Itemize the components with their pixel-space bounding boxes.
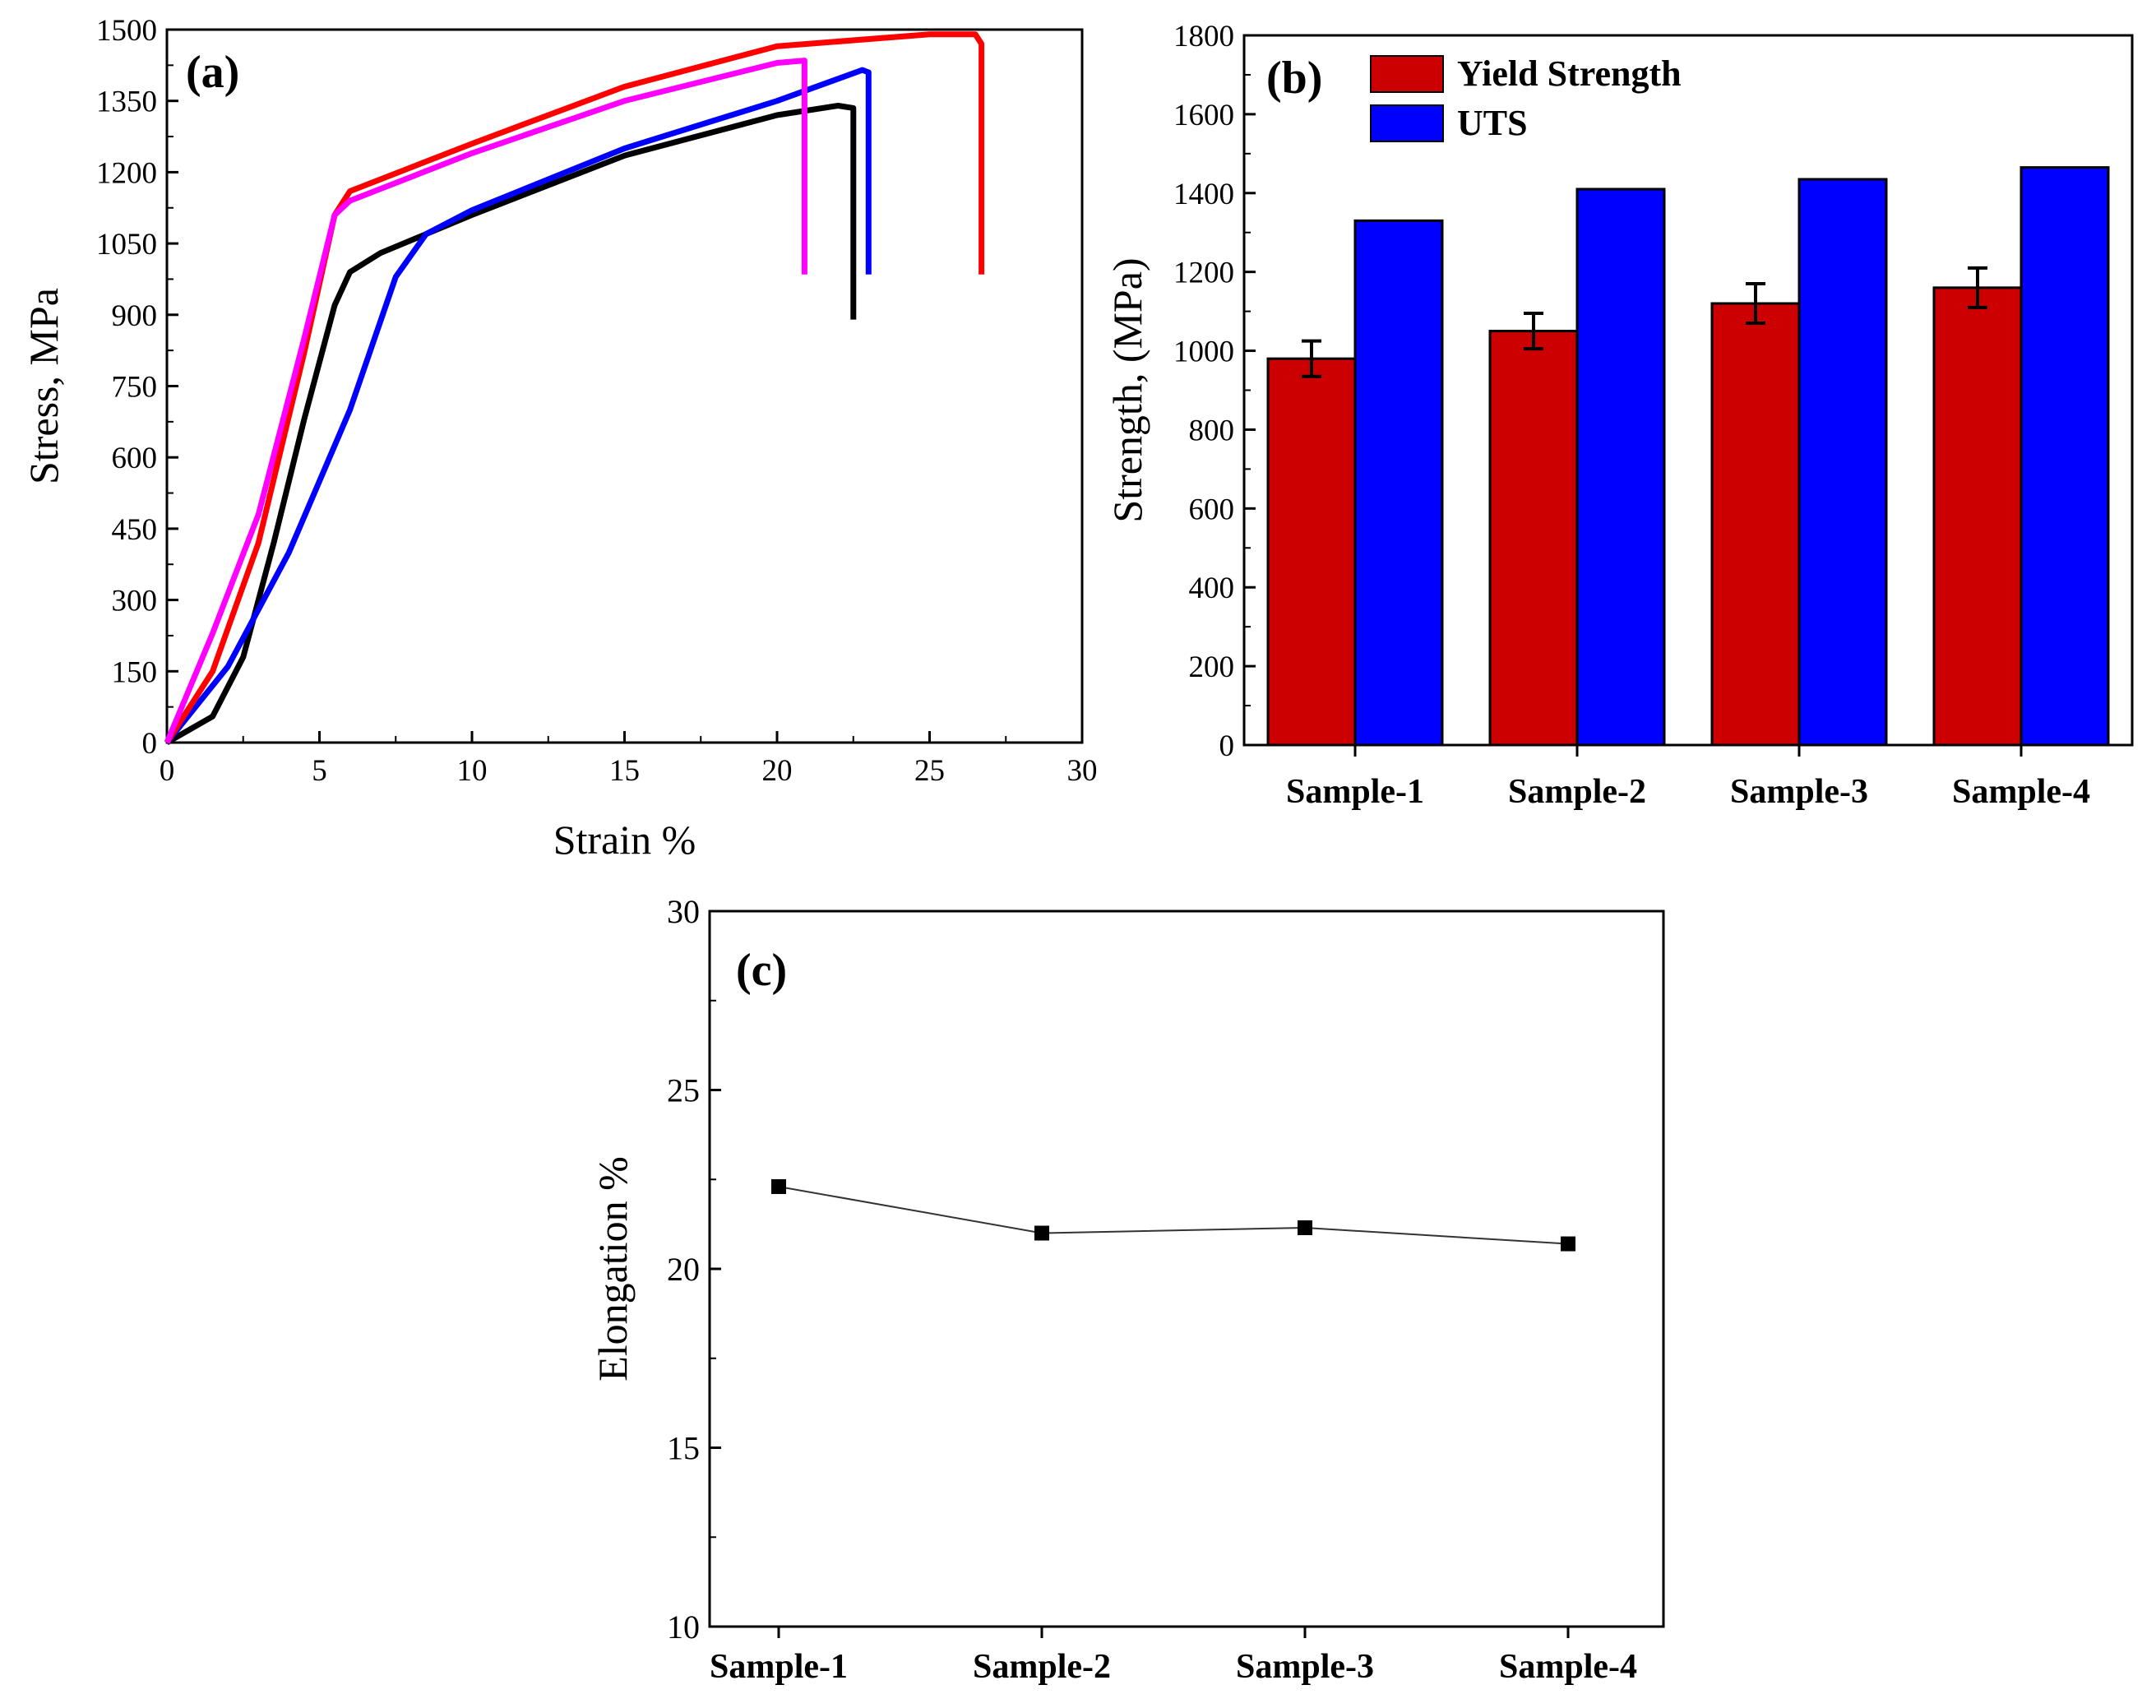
y-tick-label: 1500 (96, 14, 157, 48)
stress-strain-curve-3 (164, 31, 985, 744)
x-category-label: Sample-4 (1952, 773, 2090, 811)
x-tick-label: 0 (160, 754, 175, 788)
y-tick-label: 1400 (1173, 178, 1234, 211)
y-tick-label: 600 (112, 442, 158, 475)
x-category-label: Sample-2 (973, 1648, 1111, 1686)
y-tick-label: 400 (1189, 572, 1235, 605)
x-axis-title: Strain % (553, 817, 696, 863)
panel-label: (a) (186, 47, 239, 98)
stress-strain-curve-1 (165, 103, 857, 746)
y-tick-label: 1000 (1173, 336, 1234, 369)
y-tick-label: 300 (112, 585, 158, 618)
x-category-label: Sample-1 (710, 1648, 848, 1686)
x-tick-label: 15 (609, 754, 640, 788)
y-axis-title: Strength, (MPa) (1104, 257, 1150, 522)
y-tick-label: 1200 (1173, 257, 1234, 290)
y-tick-label: 1800 (1173, 20, 1234, 53)
y-tick-label: 10 (667, 1608, 700, 1646)
y-tick-label: 1050 (96, 228, 157, 262)
panel-a-stress-strain-chart: 0 150 300 450 600 750 900 1050 1200 1350 1500 0 5 10 1… (21, 14, 1098, 863)
y-tick-label: 1350 (96, 86, 157, 119)
x-tick-label: 5 (312, 754, 327, 788)
x-tick-label: 30 (1067, 754, 1098, 788)
legend-swatch-1 (1370, 55, 1444, 93)
x-category-label: Sample-3 (1236, 1648, 1374, 1686)
legend-label-1: Yield Strength (1457, 53, 1682, 94)
y-tick-label: 900 (112, 299, 158, 333)
data-point-4 (1561, 1236, 1575, 1252)
bar-uts-2 (1575, 187, 1666, 747)
y-tick-label: 30 (667, 893, 700, 930)
data-point-1 (771, 1178, 786, 1194)
y-tick-label: 15 (667, 1430, 700, 1467)
bar-uts-3 (1797, 178, 1888, 747)
x-tick-label: 20 (762, 754, 793, 788)
x-category-label: Sample-2 (1508, 773, 1646, 811)
bar-yield-strength-4 (1932, 286, 2023, 747)
y-tick-label: 450 (112, 513, 158, 547)
y-tick-label: 25 (667, 1072, 700, 1109)
y-tick-label: 0 (142, 727, 158, 761)
stress-strain-curve-4 (164, 58, 807, 744)
y-tick-label: 1200 (96, 156, 157, 190)
bar-yield-strength-3 (1710, 302, 1801, 747)
y-tick-label: 1600 (1173, 99, 1234, 132)
legend-label-2: UTS (1457, 103, 1528, 143)
plot-frame (165, 28, 1084, 744)
bar-uts-1 (1353, 219, 1444, 747)
y-tick-label: 200 (1189, 650, 1235, 684)
x-category-label: Sample-4 (1499, 1648, 1637, 1686)
plot-frame (708, 910, 1665, 1628)
y-axis-title: Elongation % (590, 1156, 636, 1382)
y-tick-label: 0 (1219, 729, 1235, 763)
x-category-label: Sample-3 (1730, 773, 1868, 811)
y-tick-label: 150 (112, 655, 158, 689)
elongation-line (778, 1186, 1569, 1245)
stress-strain-curve-2 (164, 67, 872, 745)
y-tick-label: 600 (1189, 493, 1235, 526)
panel-b-strength-bar-chart: 0 200 400 600 800 1000 1200 1400 1600 1800 Sample-… (1104, 20, 2134, 811)
y-axis-title: Stress, MPa (21, 288, 67, 484)
panel-label: (b) (1266, 53, 1322, 104)
y-tick-label: 800 (1189, 414, 1235, 447)
y-tick-label: 20 (667, 1251, 700, 1288)
data-point-2 (1034, 1225, 1049, 1241)
legend-swatch-2 (1370, 104, 1444, 142)
x-tick-label: 25 (914, 754, 945, 788)
x-category-label: Sample-1 (1286, 773, 1424, 811)
panel-label: (c) (736, 945, 787, 996)
bar-yield-strength-2 (1488, 330, 1579, 747)
data-point-3 (1298, 1220, 1312, 1235)
y-tick-label: 750 (112, 371, 158, 405)
panel-c-elongation-chart: 10 15 20 25 30 Sample-1 Sample-2 Sample-3 Sample… (590, 893, 1665, 1686)
bar-uts-4 (2020, 166, 2110, 747)
bar-yield-strength-1 (1266, 357, 1357, 747)
x-tick-label: 10 (457, 754, 488, 788)
